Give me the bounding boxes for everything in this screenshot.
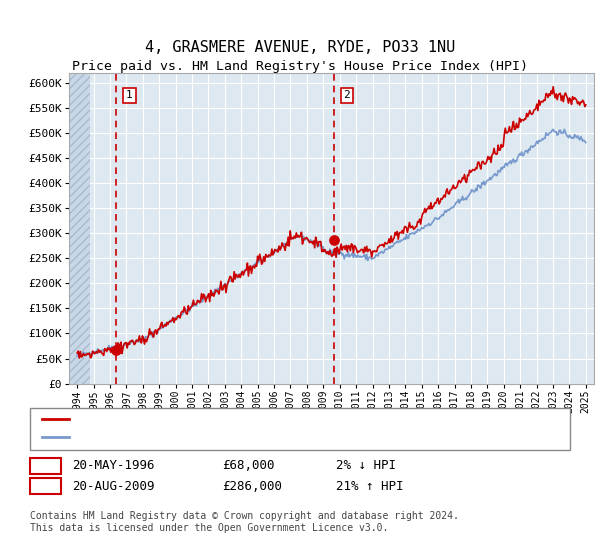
Point [112, 345, 121, 354]
Text: £286,000: £286,000 [222, 479, 282, 493]
Text: 4, GRASMERE AVENUE, RYDE, PO33 1NU: 4, GRASMERE AVENUE, RYDE, PO33 1NU [145, 40, 455, 55]
Bar [69, 73, 91, 384]
Text: 2: 2 [343, 90, 350, 100]
Text: Price paid vs. HM Land Registry's House Price Index (HPI): Price paid vs. HM Land Registry's House … [72, 59, 528, 73]
Text: 20-AUG-2009: 20-AUG-2009 [72, 479, 155, 493]
Text: 20-MAY-1996: 20-MAY-1996 [72, 459, 155, 473]
Text: 1: 1 [42, 459, 49, 473]
Text: Contains HM Land Registry data © Crown copyright and database right 2024.
This d: Contains HM Land Registry data © Crown c… [30, 511, 459, 533]
Text: 2: 2 [42, 479, 49, 493]
Text: HPI: Average price, detached house, Isle of Wight: HPI: Average price, detached house, Isle… [75, 432, 406, 442]
Text: 21% ↑ HPI: 21% ↑ HPI [336, 479, 404, 493]
Text: £68,000: £68,000 [222, 459, 275, 473]
Text: 4, GRASMERE AVENUE, RYDE, PO33 1NU (detached house): 4, GRASMERE AVENUE, RYDE, PO33 1NU (deta… [75, 414, 419, 424]
Text: 2% ↓ HPI: 2% ↓ HPI [336, 459, 396, 473]
Text: 1: 1 [126, 90, 133, 100]
Point [329, 236, 338, 245]
